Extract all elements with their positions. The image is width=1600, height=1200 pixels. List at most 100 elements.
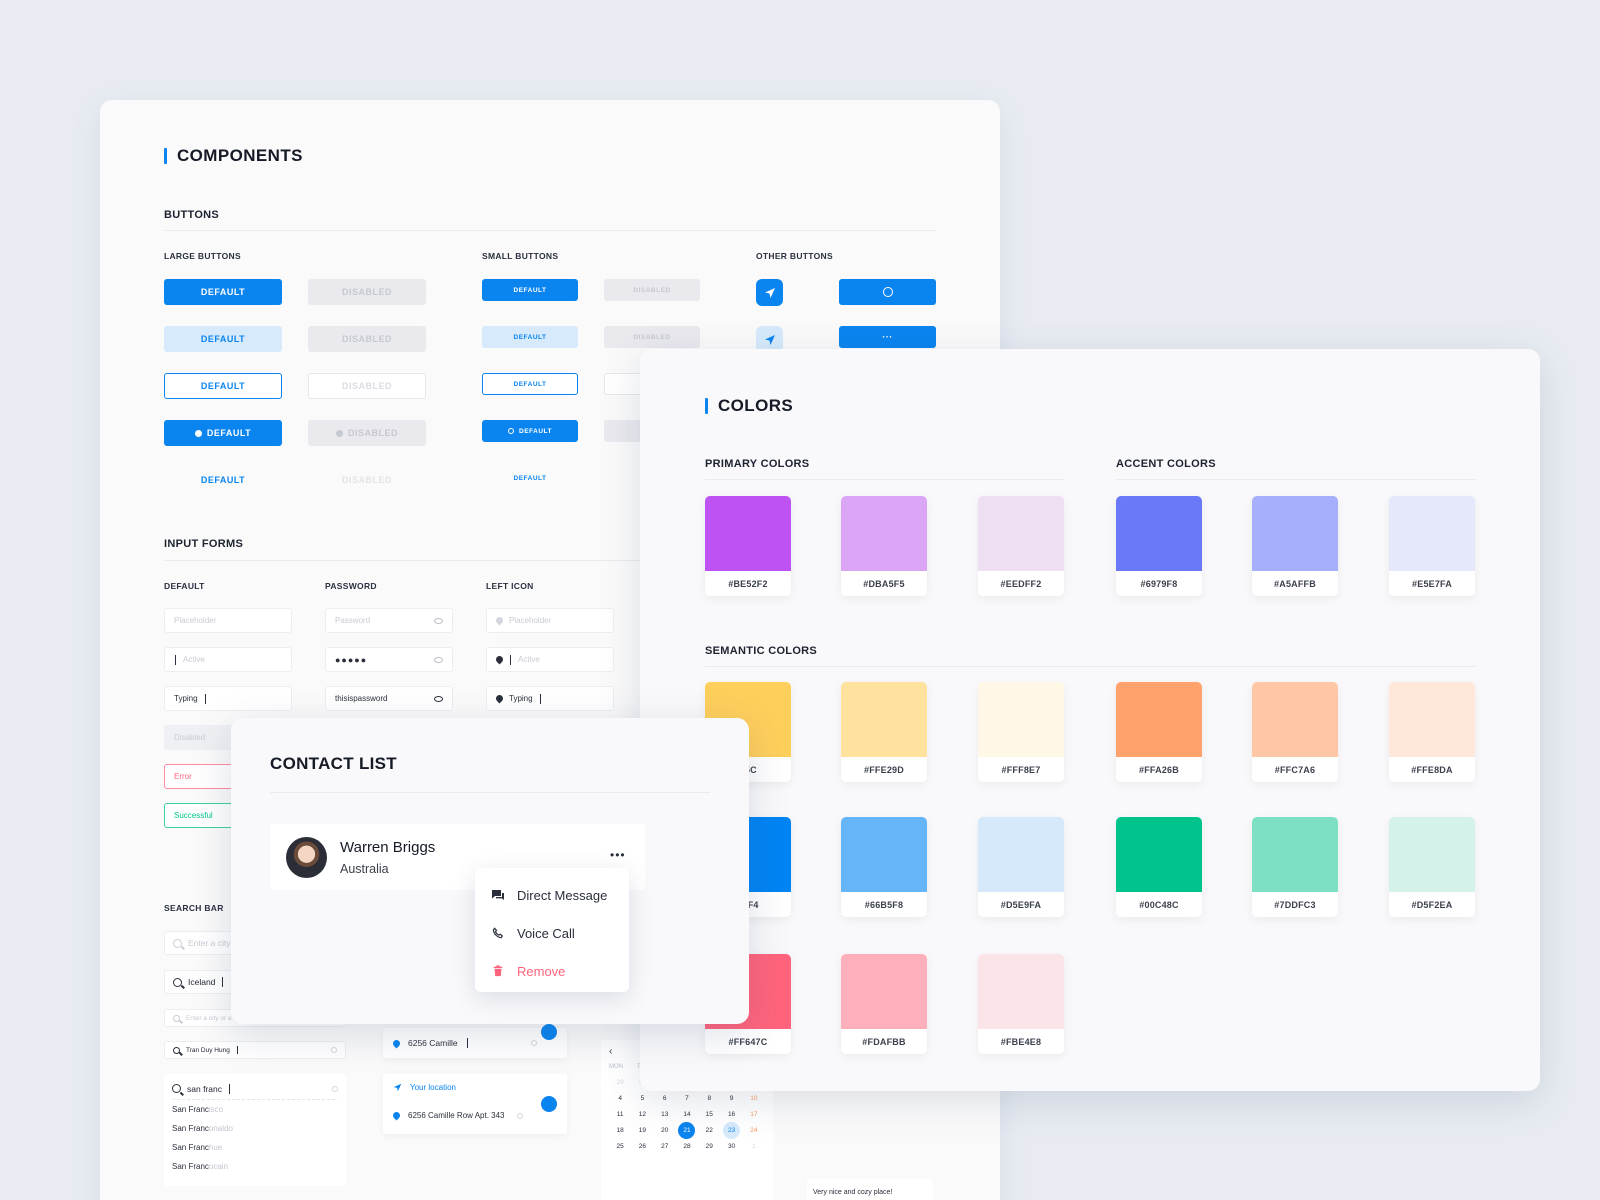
eye-icon[interactable] [434, 656, 443, 663]
destination-row[interactable]: 6256 Camille Row Apt. 343 [391, 1110, 523, 1121]
selected-day[interactable]: 21 [678, 1122, 696, 1139]
eye-off-icon[interactable] [434, 695, 443, 702]
small-default-text-button[interactable]: DEFAULT [513, 474, 547, 482]
send-icon-button[interactable] [756, 279, 783, 306]
color-hex-label: #6979F8 [1140, 578, 1178, 589]
search-input-tran-duy-hung[interactable]: Tran Duy Hung [164, 1041, 346, 1059]
color-swatch[interactable]: #E5E7FA [1389, 496, 1475, 596]
more-options-icon[interactable]: ••• [610, 848, 626, 862]
colors-card: COLORS PRIMARY COLORS ACCENT COLORS SEMA… [640, 349, 1540, 1091]
small-buttons-heading: SMALL BUTTONS [482, 251, 559, 261]
color-swatch[interactable]: #7DDFC3 [1252, 817, 1338, 917]
small-default-soft-button[interactable]: DEFAULT [482, 326, 578, 348]
suggestion-item[interactable]: San Franc hue [172, 1143, 223, 1152]
more-button[interactable]: ··· [839, 326, 936, 348]
default-input-active[interactable]: Active [164, 647, 292, 672]
your-location-row[interactable]: Your location [393, 1083, 456, 1092]
color-hex-label: #FFE8DA [1411, 764, 1453, 775]
send-soft-icon-button[interactable] [756, 326, 783, 353]
color-hex-label: #D5F2EA [1411, 899, 1453, 910]
left-icon-input-active[interactable]: Active [486, 647, 614, 672]
color-chip [1252, 496, 1338, 571]
color-chip [1116, 682, 1202, 757]
eye-icon[interactable] [434, 617, 443, 624]
color-swatch[interactable]: #FBE4E8 [978, 954, 1064, 1054]
color-hex-label: #66B5F8 [864, 899, 904, 910]
large-default-text-button[interactable]: DEFAULT [200, 475, 246, 485]
color-hex-label: #FFA26B [1139, 764, 1179, 775]
contact-options-menu: Direct Message Voice Call Remove [475, 868, 629, 992]
title-accent-bar [164, 148, 167, 164]
clear-icon[interactable] [531, 1040, 537, 1046]
review-card: Very nice and cozy place! [807, 1179, 933, 1200]
small-default-icon-button[interactable]: DEFAULT [482, 420, 578, 442]
search-autocomplete: san franc San Franc isco San Franc onaldo … [164, 1074, 346, 1186]
color-chip [1389, 496, 1475, 571]
color-swatch[interactable]: #6979F8 [1116, 496, 1202, 596]
location-input-camille[interactable]: 6256 Camille [383, 1028, 567, 1058]
color-chip [705, 496, 791, 571]
calendar-prev-button[interactable]: ‹ [609, 1046, 613, 1057]
clear-icon[interactable] [332, 1085, 338, 1092]
color-chip [841, 496, 927, 571]
direction-fab[interactable] [541, 1024, 557, 1040]
search-icon [172, 1084, 181, 1093]
color-hex-label: #FBE4E8 [1000, 1036, 1042, 1047]
swap-direction-button[interactable] [541, 1096, 557, 1112]
large-default-outline-button[interactable]: DEFAULT [164, 373, 282, 399]
divider [164, 230, 936, 231]
color-swatch[interactable]: #BE52F2 [705, 496, 791, 596]
color-swatch[interactable]: #A5AFFB [1252, 496, 1338, 596]
menu-item-remove[interactable]: Remove [475, 952, 629, 990]
color-swatch[interactable]: #FFA26B [1116, 682, 1202, 782]
color-swatch[interactable]: #00C48C [1116, 817, 1202, 917]
large-default-soft-button[interactable]: DEFAULT [164, 326, 282, 352]
small-default-outline-button[interactable]: DEFAULT [482, 373, 578, 395]
color-hex-label: #FFF8E7 [1001, 764, 1041, 775]
color-swatch[interactable]: #D5E9FA [978, 817, 1064, 917]
left-icon-input-placeholder[interactable]: Placeholder [486, 608, 614, 633]
color-swatch[interactable]: #EEDFF2 [978, 496, 1064, 596]
password-input-visible[interactable]: thisispassword [325, 686, 453, 711]
location-pin-icon [494, 654, 505, 665]
password-input-placeholder[interactable]: Password [325, 608, 453, 633]
menu-item-voice-call[interactable]: Voice Call [475, 914, 629, 952]
clear-icon[interactable] [331, 1047, 337, 1053]
small-default-filled-button[interactable]: DEFAULT [482, 279, 578, 301]
color-swatch[interactable]: #FFE29D [841, 682, 927, 782]
menu-item-direct-message[interactable]: Direct Message [475, 876, 629, 914]
avatar [286, 837, 327, 878]
large-default-filled-button[interactable]: DEFAULT [164, 279, 282, 305]
search-input-san-franc[interactable]: san franc [172, 1078, 338, 1100]
color-chip [1116, 817, 1202, 892]
color-chip [1389, 682, 1475, 757]
navigation-icon [393, 1083, 402, 1092]
default-input-placeholder[interactable]: Placeholder [164, 608, 292, 633]
color-swatch[interactable]: #FFE8DA [1389, 682, 1475, 782]
color-hex-label: #7DDFC3 [1274, 899, 1316, 910]
loading-button[interactable] [839, 279, 936, 305]
range-day[interactable]: 23 [723, 1122, 741, 1139]
color-swatch[interactable]: #FFF8E7 [978, 682, 1064, 782]
color-swatch[interactable]: #66B5F8 [841, 817, 927, 917]
divider [1116, 479, 1476, 480]
large-default-icon-button[interactable]: DEFAULT [164, 420, 282, 446]
suggestion-item[interactable]: San Franc ocain [172, 1162, 229, 1171]
color-swatch[interactable]: #FDAFBB [841, 954, 927, 1054]
clear-icon[interactable] [516, 1112, 523, 1119]
color-swatch[interactable]: #FFC7A6 [1252, 682, 1338, 782]
search-icon [173, 938, 182, 948]
circle-icon [508, 428, 514, 434]
color-swatch[interactable]: #D5F2EA [1389, 817, 1475, 917]
accent-colors-heading: ACCENT COLORS [1116, 458, 1216, 470]
send-icon [764, 287, 775, 298]
suggestion-item[interactable]: San Franc onaldo [172, 1124, 233, 1133]
suggestion-item[interactable]: San Franc isco [172, 1105, 224, 1114]
left-icon-input-typing[interactable]: Typing [486, 686, 614, 711]
color-swatch[interactable]: #DBA5F5 [841, 496, 927, 596]
color-hex-label: #FF647C [728, 1036, 768, 1047]
default-input-typing[interactable]: Typing [164, 686, 292, 711]
password-input-active[interactable]: ●●●●● [325, 647, 453, 672]
color-chip [978, 682, 1064, 757]
components-title: COMPONENTS [164, 146, 303, 166]
